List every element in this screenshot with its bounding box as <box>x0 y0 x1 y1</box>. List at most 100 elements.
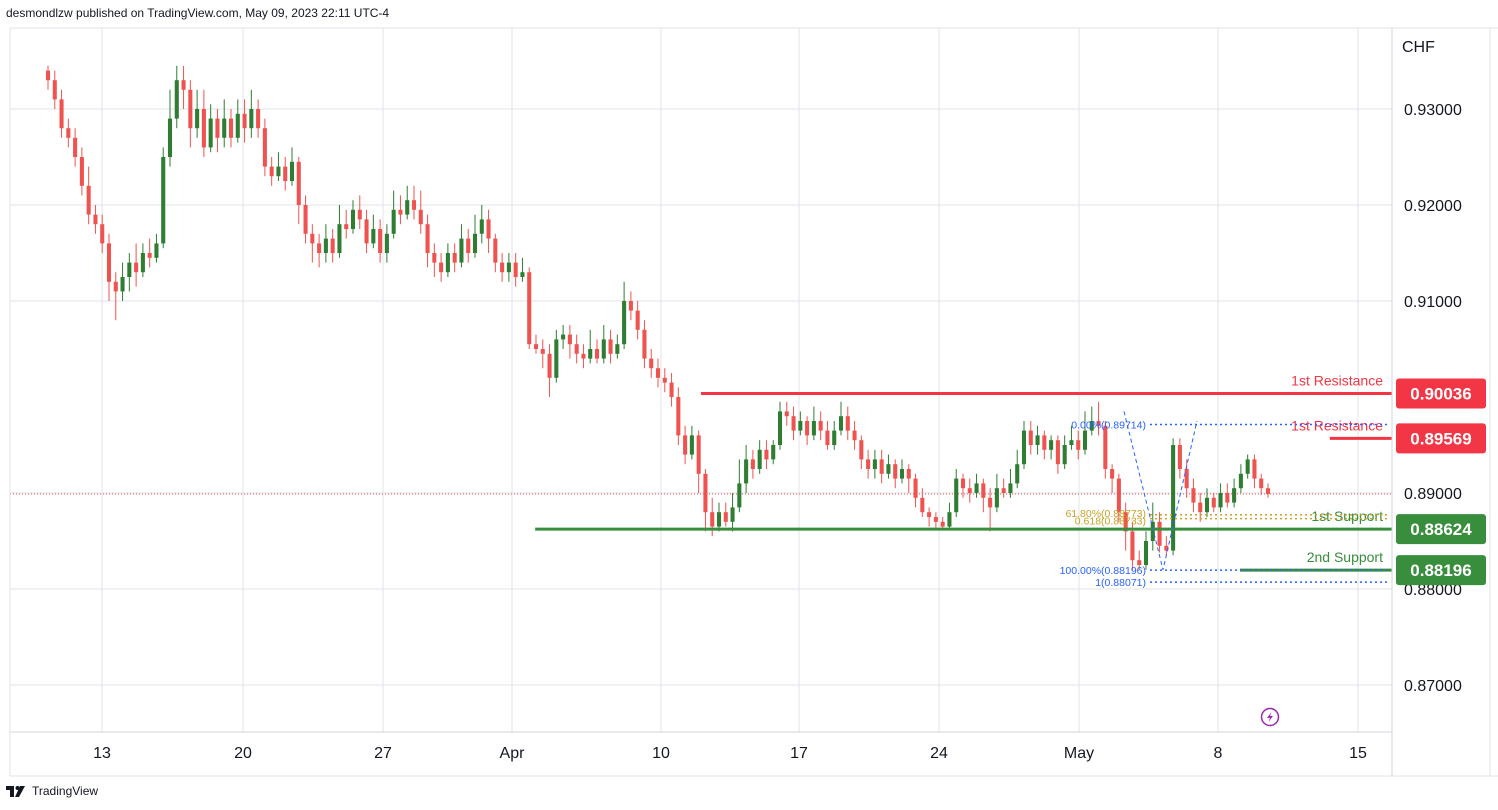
candle <box>879 449 884 484</box>
candle <box>432 243 437 277</box>
fib-label: 100.00%(0.88196) <box>1060 565 1146 577</box>
candle <box>655 358 661 388</box>
resistance-price-badge: 0.89569 <box>1396 423 1486 454</box>
candle <box>1252 454 1257 489</box>
price-tick-label: 0.88000 <box>1404 582 1462 599</box>
candle <box>554 329 559 383</box>
candle <box>723 502 728 527</box>
candle <box>615 334 620 359</box>
candle <box>628 291 633 321</box>
candle <box>378 219 383 263</box>
candle <box>127 253 132 292</box>
candle <box>540 339 545 369</box>
candle <box>1211 493 1216 513</box>
candle <box>974 473 979 498</box>
candle <box>59 89 64 138</box>
candle <box>249 89 254 138</box>
candle <box>445 243 450 277</box>
candle <box>472 214 478 258</box>
price-axis[interactable]: 0.93000 0.92000 0.91000 0.89000 0.88000 0.870… <box>1404 102 1462 695</box>
level-lines: 1st Resistance 1st Resistance 1st Support 2… <box>535 373 1392 572</box>
candle <box>134 243 139 287</box>
candle <box>256 99 261 138</box>
time-axis[interactable]: 13 20 27 Apr 10 17 24 May 8 15 <box>93 745 1367 762</box>
candle <box>93 205 98 234</box>
candle <box>818 411 823 441</box>
candle <box>364 209 369 253</box>
candle <box>581 344 586 369</box>
candle <box>784 401 789 426</box>
candle <box>1015 449 1020 489</box>
candle <box>954 469 959 517</box>
candle <box>1204 488 1210 517</box>
candle <box>1150 502 1155 551</box>
candle <box>689 425 694 460</box>
axes <box>9 27 1498 777</box>
candle <box>927 507 932 527</box>
candle <box>73 128 78 167</box>
candle <box>350 200 356 234</box>
svg-text:0.90036: 0.90036 <box>1410 385 1471 404</box>
support-price-badge: 0.88196 <box>1396 555 1486 586</box>
footer-brand[interactable]: TradingView <box>6 784 98 798</box>
candle <box>1164 536 1169 556</box>
time-tick-label: 17 <box>790 745 808 762</box>
footer-brand-label: TradingView <box>32 784 99 798</box>
lightning-icon[interactable] <box>1260 707 1280 727</box>
candle <box>1110 464 1115 493</box>
candle <box>384 224 389 263</box>
candle <box>669 373 674 407</box>
candle <box>391 190 396 239</box>
candle <box>425 214 430 268</box>
candle <box>201 89 206 157</box>
candle <box>737 459 742 513</box>
candle <box>933 512 938 530</box>
candle <box>296 157 301 225</box>
candle <box>45 65 51 90</box>
price-tick-label: 0.89000 <box>1404 486 1462 503</box>
candle <box>872 449 877 479</box>
candle <box>1096 401 1101 436</box>
candle <box>622 281 627 349</box>
candle <box>744 445 749 493</box>
price-tick-label: 0.87000 <box>1404 678 1462 695</box>
candle <box>1259 473 1264 495</box>
candle <box>940 517 945 530</box>
support-price-badge: 0.88624 <box>1396 514 1486 545</box>
candle <box>791 406 796 441</box>
candle <box>730 493 735 532</box>
resistance-level[interactable]: 1st Resistance <box>701 373 1392 396</box>
candle <box>635 301 640 340</box>
candle <box>1171 438 1176 556</box>
candle <box>208 104 213 153</box>
candle <box>120 262 125 301</box>
support-level[interactable]: 1st Support <box>535 508 1392 531</box>
candle <box>283 157 288 191</box>
candle <box>493 233 498 273</box>
candle <box>500 253 505 282</box>
support-level[interactable]: 2nd Support <box>1239 549 1392 572</box>
candle <box>527 267 532 349</box>
candle <box>676 387 681 445</box>
candle <box>1218 483 1223 513</box>
candle <box>337 205 342 258</box>
candle <box>1028 421 1033 455</box>
candle <box>1042 430 1047 460</box>
candle <box>588 329 593 364</box>
candle <box>608 329 613 364</box>
candle <box>459 224 464 268</box>
resistance-label: 1st Resistance <box>1291 373 1383 389</box>
candle <box>262 118 267 177</box>
candle <box>1008 469 1013 498</box>
candle <box>106 233 112 301</box>
candle <box>439 253 444 282</box>
candle <box>1177 438 1182 479</box>
candle <box>988 488 993 532</box>
resistance-level[interactable]: 1st Resistance <box>1291 417 1392 440</box>
candle <box>811 406 816 441</box>
candle <box>506 253 511 282</box>
candle <box>547 344 552 397</box>
candle <box>567 325 572 359</box>
candle <box>703 469 708 532</box>
